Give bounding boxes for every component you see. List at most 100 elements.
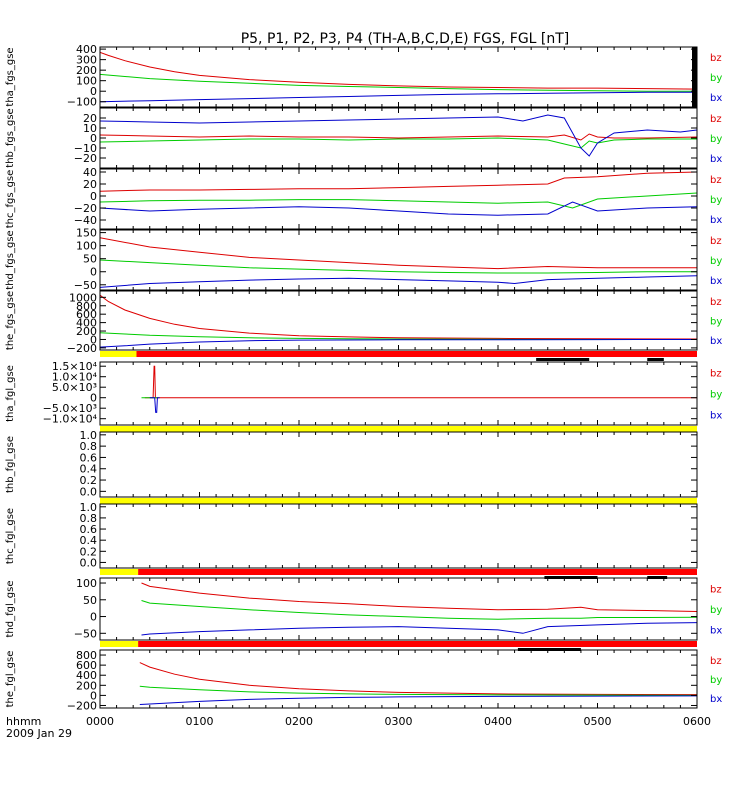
legend-bz-8: bz <box>710 585 722 596</box>
y-tick-label-8-0: 100 <box>76 577 97 590</box>
right-edge-bar-0 <box>692 47 697 107</box>
panel-frame-0 <box>99 46 698 108</box>
panel-frame-7 <box>99 503 698 569</box>
status-bar-7-0 <box>100 498 697 504</box>
y-axis-label-tha_fgl_gse: tha_fgl_gse <box>5 365 16 422</box>
y-tick-label-6-4: 0.2 <box>80 474 98 487</box>
panel-frame-6 <box>99 431 698 498</box>
series-bx-thc_fgs_gse <box>100 201 697 216</box>
panel-series-1 <box>100 114 697 157</box>
x-tick-label-0100: 0100 <box>186 715 214 728</box>
y-tick-label-8-3: −50 <box>74 627 97 640</box>
y-tick-label-1-0: 20 <box>83 112 97 125</box>
y-tick-label-5-2: 5.0×10³ <box>52 381 97 394</box>
y-tick-label-3-4: −50 <box>74 279 97 292</box>
y-axis-label-the_fgs_gse: the_fgs_gse <box>5 291 16 350</box>
panel-series-3 <box>100 237 697 288</box>
legend-bz-3: bz <box>710 236 722 247</box>
x-label-date: 2009 Jan 29 <box>6 727 72 740</box>
panel-series-5 <box>141 365 697 413</box>
y-tick-label-2-0: 40 <box>83 166 97 179</box>
legend-bx-4: bx <box>710 336 722 347</box>
series-by-thd_fgs_gse <box>100 259 697 274</box>
panel-frame-5 <box>99 361 698 426</box>
panel-thd_fgl_gse: 100 50 0 −50 thd_fgl_gse bz by bx <box>5 569 722 641</box>
series-bz-the_fgl_gse <box>139 662 697 696</box>
status-bar-8-1 <box>138 569 697 575</box>
series-bx-tha_fgs_gse <box>100 91 697 103</box>
x-tick-label-0400: 0400 <box>484 715 512 728</box>
panel-frame-3 <box>99 229 698 291</box>
y-tick-label-7-3: 0.4 <box>80 534 98 547</box>
y-tick-label-6-0: 1.0 <box>80 429 98 442</box>
series-bz-thc_fgs_gse <box>100 171 697 192</box>
y-tick-label-3-2: 50 <box>83 253 97 266</box>
y-tick-label-0-3: 100 <box>76 75 97 88</box>
y-tick-label-9-5: −200 <box>67 699 97 712</box>
y-tick-label-3-1: 100 <box>76 240 97 253</box>
panel-series-2 <box>100 171 697 216</box>
y-tick-label-4-3: 400 <box>76 317 97 330</box>
y-tick-label-2-4: −40 <box>74 214 97 227</box>
legend-bx-0: bx <box>710 93 722 104</box>
legend-bz-9: bz <box>710 656 722 667</box>
y-tick-label-1-1: 10 <box>83 122 97 135</box>
y-tick-label-3-0: 150 <box>76 227 97 240</box>
y-tick-label-7-0: 1.0 <box>80 501 98 514</box>
legend-by-1: by <box>710 134 722 145</box>
y-tick-label-1-2: 0 <box>90 132 97 145</box>
legend-by-5: by <box>710 390 722 401</box>
y-tick-label-7-5: 0.0 <box>80 556 98 569</box>
y-tick-label-6-2: 0.6 <box>80 451 98 464</box>
status-bar-9-0 <box>100 641 139 647</box>
y-tick-label-2-2: 0 <box>90 190 97 203</box>
panel-frame-4 <box>99 290 698 351</box>
panel-frame-9 <box>99 649 698 709</box>
panel-frame-2 <box>99 168 698 230</box>
x-axis: 0000 0100 0200 0300 0400 0500 0600 <box>86 715 711 728</box>
legend-bx-5: bx <box>710 410 722 421</box>
legend-by-8: by <box>710 605 722 616</box>
y-tick-label-6-1: 0.8 <box>80 440 98 453</box>
y-tick-label-7-2: 0.6 <box>80 523 98 536</box>
legend-bz-5: bz <box>710 369 722 380</box>
y-tick-label-4-4: 200 <box>76 325 97 338</box>
y-tick-label-0-2: 200 <box>76 64 97 77</box>
segment-mark-5-0 <box>536 358 590 361</box>
x-tick-label-0600: 0600 <box>683 715 711 728</box>
y-tick-label-5-0: 1.5×10⁴ <box>52 360 98 373</box>
y-tick-label-7-4: 0.2 <box>80 545 98 558</box>
legend-bx-3: bx <box>710 276 722 287</box>
status-bar-9-1 <box>138 641 697 647</box>
y-axis-label-thc_fgs_gse: thc_fgs_gse <box>5 170 16 229</box>
status-bar-5-0 <box>100 351 137 357</box>
legend-bz-0: bz <box>710 53 722 64</box>
y-axis-label-the_fgl_gse: the_fgl_gse <box>5 651 16 708</box>
legend-bz-2: bz <box>710 175 722 186</box>
panel-series-8 <box>141 582 697 636</box>
y-tick-label-3-3: 0 <box>90 266 97 279</box>
series-by-the_fgl_gse <box>139 685 697 696</box>
legend-bx-8: bx <box>710 625 722 636</box>
status-bar-5-1 <box>136 351 697 357</box>
y-axis-label-thd_fgl_gse: thd_fgl_gse <box>5 581 16 638</box>
x-tick-label-0000: 0000 <box>86 715 114 728</box>
x-tick-label-0200: 0200 <box>285 715 313 728</box>
x-label-hhmm: hhmm <box>6 715 41 728</box>
panel-series-4 <box>100 294 697 348</box>
y-tick-label-5-3: 0 <box>90 392 97 405</box>
series-bx-tha_fgl_gse <box>149 397 160 413</box>
series-bx-the_fgl_gse <box>139 695 697 705</box>
legend-bx-9: bx <box>710 694 722 705</box>
series-bx-thd_fgl_gse <box>141 622 697 636</box>
y-axis-label-tha_fgs_gse: tha_fgs_gse <box>5 47 16 106</box>
series-bz-tha_fgl_gse <box>144 365 697 399</box>
chart-title: P5, P1, P2, P3, P4 (TH-A,B,C,D,E) FGS, F… <box>241 31 570 47</box>
status-bar-8-0 <box>100 569 139 575</box>
legend-bz-1: bz <box>710 114 722 125</box>
